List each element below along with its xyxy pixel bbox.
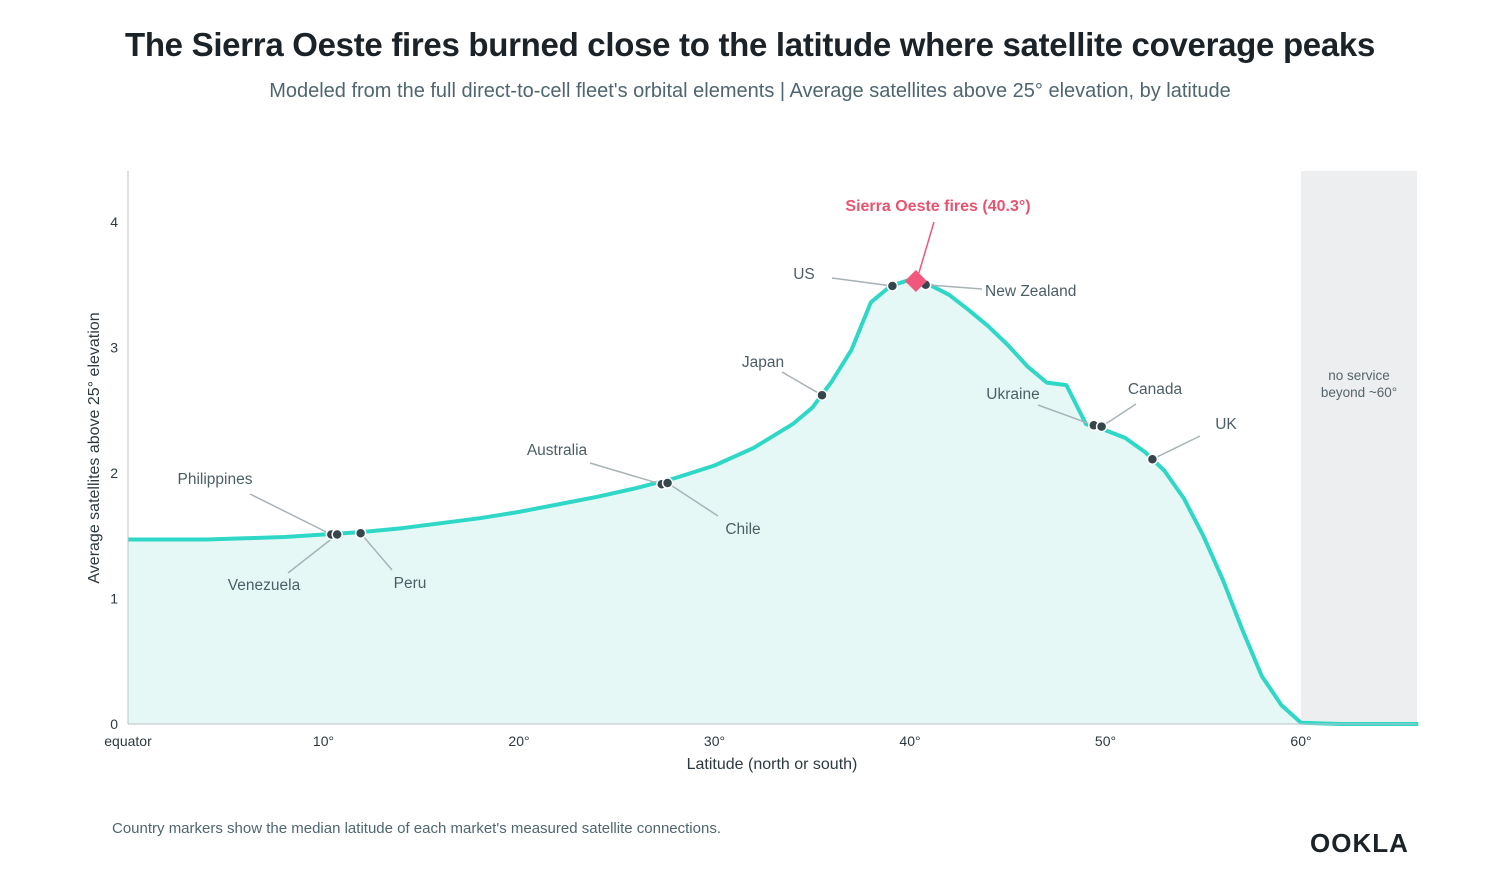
leader-line-australia xyxy=(589,462,662,486)
x-tick-label: 50° xyxy=(1095,733,1116,749)
coverage-area xyxy=(128,279,1419,724)
label-peru: Peru xyxy=(394,575,427,592)
event-label: Sierra Oeste fires (40.3°) xyxy=(845,198,1030,215)
label-us: US xyxy=(793,266,815,283)
no-service-band-group: no service beyond ~60° xyxy=(1301,171,1417,724)
leader-line-peru xyxy=(360,532,393,571)
marker-group xyxy=(325,269,1159,541)
marker-venezuela xyxy=(331,528,343,541)
label-chile: Chile xyxy=(725,521,760,538)
footnote: Country markers show the median latitude… xyxy=(112,820,721,837)
x-tick-label: 20° xyxy=(508,733,529,749)
label-japan: Japan xyxy=(742,354,784,371)
x-tick-label: equator xyxy=(104,733,152,749)
leader-line-japan xyxy=(781,371,823,396)
chart-subtitle: Modeled from the full direct-to-cell fle… xyxy=(269,80,1231,102)
y-tick-label: 3 xyxy=(110,340,118,356)
leader-line-canada xyxy=(1101,403,1137,428)
label-ukraine: Ukraine xyxy=(986,386,1039,403)
label-philippines: Philippines xyxy=(178,471,253,488)
label-uk: UK xyxy=(1215,416,1237,433)
y-axis-title: Average satellites above 25° elevation xyxy=(86,312,103,583)
leader-line-chile xyxy=(667,482,719,517)
no-service-label: beyond ~60° xyxy=(1321,385,1397,400)
label-canada: Canada xyxy=(1128,381,1183,398)
x-tick-label: 40° xyxy=(899,733,920,749)
ookla-logo: OOKLA xyxy=(1310,828,1409,858)
marker-peru xyxy=(354,527,367,539)
label-new-zealand: New Zealand xyxy=(985,283,1076,300)
leader-line-new-zealand xyxy=(925,284,983,290)
leader-line-uk xyxy=(1152,435,1201,460)
annotation-group: Philippines Venezuela Peru Australia Chile Ja… xyxy=(178,198,1238,594)
y-tick-label: 2 xyxy=(110,465,118,481)
y-tick-label: 4 xyxy=(110,214,118,230)
chart-title: The Sierra Oeste fires burned close to t… xyxy=(124,26,1376,63)
marker-canada xyxy=(1095,420,1108,433)
leader-line-us xyxy=(831,277,893,287)
marker-chile xyxy=(661,477,674,489)
leader-line-ukraine xyxy=(1037,404,1095,427)
x-tick-label: 30° xyxy=(704,733,725,749)
marker-japan xyxy=(816,389,828,401)
area-group xyxy=(128,277,1419,726)
leader-line-venezuela xyxy=(287,533,338,574)
y-tick-label: 1 xyxy=(110,591,118,607)
x-axis-title: Latitude (north or south) xyxy=(687,756,858,773)
label-australia: Australia xyxy=(527,442,588,459)
marker-uk xyxy=(1146,453,1159,465)
x-tick-label: 10° xyxy=(313,733,334,749)
axes-group: 0 1 2 3 4 equator 10° 20° 30° 40° 50° 60° xyxy=(104,171,1417,749)
event-leader-line xyxy=(918,221,935,274)
event-diamond-marker xyxy=(904,269,927,292)
x-tick-label: 60° xyxy=(1290,733,1311,749)
no-service-label: no service xyxy=(1328,368,1390,383)
marker-us xyxy=(886,280,899,292)
label-venezuela: Venezuela xyxy=(228,577,301,594)
leader-line-philippines xyxy=(249,493,332,536)
y-tick-label: 0 xyxy=(110,716,118,732)
no-service-band xyxy=(1301,171,1417,724)
